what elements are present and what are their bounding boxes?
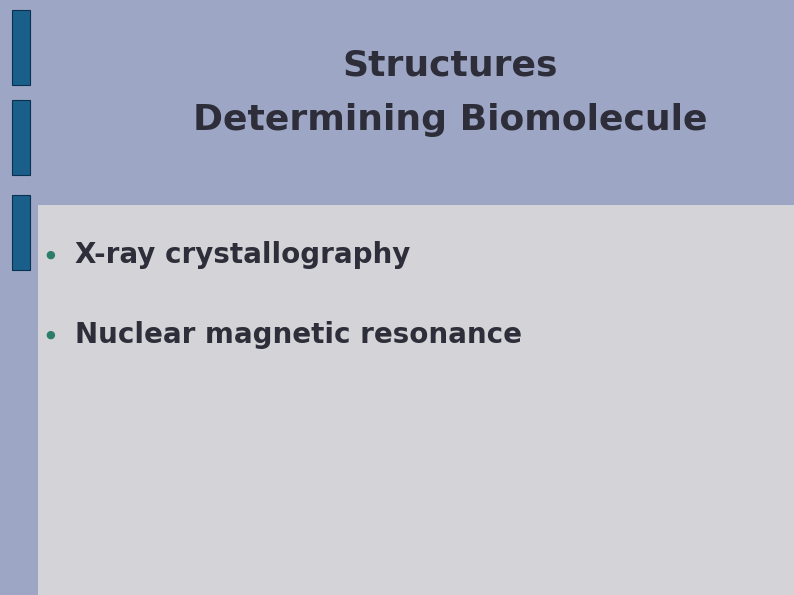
Text: ●: ● — [45, 330, 55, 340]
Text: ●: ● — [45, 250, 55, 260]
Text: Structures: Structures — [342, 48, 557, 82]
Text: Nuclear magnetic resonance: Nuclear magnetic resonance — [75, 321, 522, 349]
Text: X-ray crystallography: X-ray crystallography — [75, 241, 410, 269]
Bar — [12, 100, 30, 175]
Text: Determining Biomolecule: Determining Biomolecule — [193, 103, 707, 137]
Bar — [38, 205, 794, 595]
Bar — [12, 10, 30, 85]
Bar — [12, 195, 30, 270]
